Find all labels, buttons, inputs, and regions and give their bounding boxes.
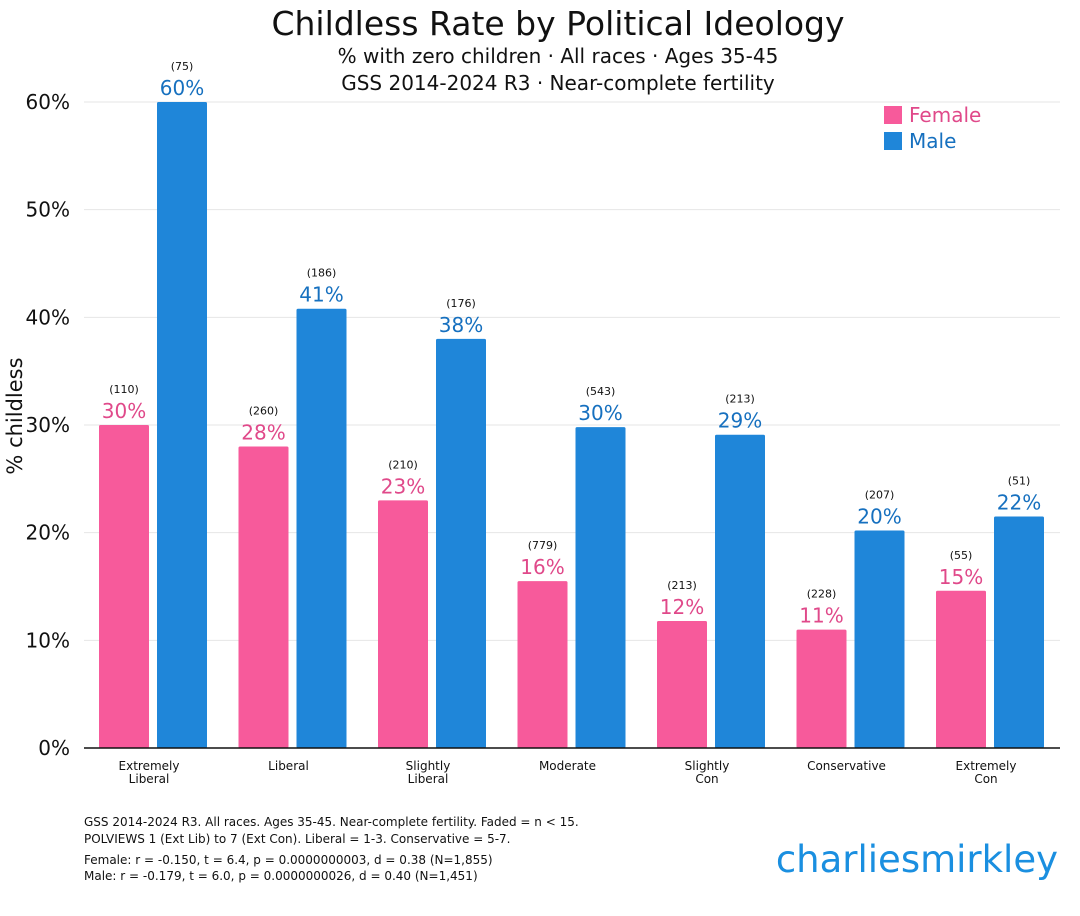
legend-label-male: Male xyxy=(909,129,956,153)
sample-size-label: (213) xyxy=(667,579,697,592)
data-label-male: 20% xyxy=(857,505,901,529)
sample-size-label: (51) xyxy=(1008,475,1031,488)
x-tick-label: Slightly xyxy=(685,759,730,773)
x-tick-label: Extremely xyxy=(119,759,180,773)
bar-male xyxy=(854,530,905,748)
bar-male xyxy=(157,102,207,748)
bar-female xyxy=(99,425,149,748)
y-tick-label: 0% xyxy=(38,736,70,760)
sample-size-label: (779) xyxy=(528,539,558,552)
bar-chart: 0%10%20%30%40%50%60%% childless 30%(110)6… xyxy=(3,60,1060,786)
sample-size-label: (260) xyxy=(249,405,279,418)
sample-size-label: (75) xyxy=(171,60,194,73)
data-label-male: 38% xyxy=(439,313,483,337)
footnote-male-stats: Male: r = -0.179, t = 6.0, p = 0.0000000… xyxy=(84,869,478,883)
sample-size-label: (55) xyxy=(950,549,973,562)
author-watermark: charliesmirkley xyxy=(775,838,1058,881)
data-label-male: 30% xyxy=(578,401,622,425)
sample-size-label: (543) xyxy=(586,385,616,398)
bar-female xyxy=(238,446,289,748)
y-tick-label: 40% xyxy=(26,305,70,329)
bar-female xyxy=(517,581,568,748)
sample-size-label: (213) xyxy=(725,393,755,406)
data-label-female: 11% xyxy=(799,604,843,628)
footnote-coding: POLVIEWS 1 (Ext Lib) to 7 (Ext Con). Lib… xyxy=(84,832,511,846)
sample-size-label: (176) xyxy=(446,297,476,310)
data-label-male: 29% xyxy=(718,409,762,433)
data-label-female: 12% xyxy=(660,595,704,619)
chart-subtitle: % with zero children · All races · Ages … xyxy=(337,44,779,68)
bar-male xyxy=(994,516,1044,748)
bar-male xyxy=(715,434,765,748)
bar-female xyxy=(936,590,986,748)
footnote-source: GSS 2014-2024 R3. All races. Ages 35-45.… xyxy=(84,815,579,829)
bar-female xyxy=(378,500,428,748)
sample-size-label: (186) xyxy=(307,267,337,280)
data-label-male: 41% xyxy=(299,283,343,307)
chart-subtitle-source: GSS 2014-2024 R3 · Near-complete fertili… xyxy=(341,71,775,95)
x-tick-label: Liberal xyxy=(129,772,170,786)
sample-size-label: (207) xyxy=(865,489,895,502)
y-tick-label: 60% xyxy=(26,90,70,114)
data-label-male: 60% xyxy=(160,76,204,100)
sample-size-label: (210) xyxy=(388,458,418,471)
data-label-female: 23% xyxy=(381,474,425,498)
y-tick-label: 20% xyxy=(26,521,70,545)
y-axis-label: % childless xyxy=(3,357,27,474)
sample-size-label: (110) xyxy=(109,383,139,396)
bar-female xyxy=(657,620,707,748)
legend-label-female: Female xyxy=(909,103,981,127)
legend-swatch-female xyxy=(884,106,902,124)
data-label-female: 30% xyxy=(102,399,146,423)
x-tick-label: Slightly xyxy=(406,759,451,773)
sample-size-label: (228) xyxy=(807,588,837,601)
x-tick-label: Liberal xyxy=(408,772,449,786)
x-tick-label: Con xyxy=(695,772,718,786)
data-label-female: 15% xyxy=(939,565,983,589)
x-tick-label: Liberal xyxy=(268,759,309,773)
x-tick-label: Extremely xyxy=(956,759,1017,773)
footnote-female-stats: Female: r = -0.150, t = 6.4, p = 0.00000… xyxy=(84,853,493,867)
x-tick-label: Con xyxy=(974,772,997,786)
y-tick-label: 50% xyxy=(26,198,70,222)
bar-male xyxy=(296,308,347,748)
chart-title: Childless Rate by Political Ideology xyxy=(271,4,845,43)
y-tick-label: 10% xyxy=(26,628,70,652)
x-tick-label: Conservative xyxy=(807,759,886,773)
data-label-female: 16% xyxy=(520,555,564,579)
y-tick-label: 30% xyxy=(26,413,70,437)
bar-female xyxy=(796,629,847,748)
data-label-male: 22% xyxy=(997,491,1041,515)
legend-swatch-male xyxy=(884,132,902,150)
bar-male xyxy=(575,427,626,748)
bar-male xyxy=(436,338,486,748)
x-tick-label: Moderate xyxy=(539,759,596,773)
data-label-female: 28% xyxy=(241,421,285,445)
